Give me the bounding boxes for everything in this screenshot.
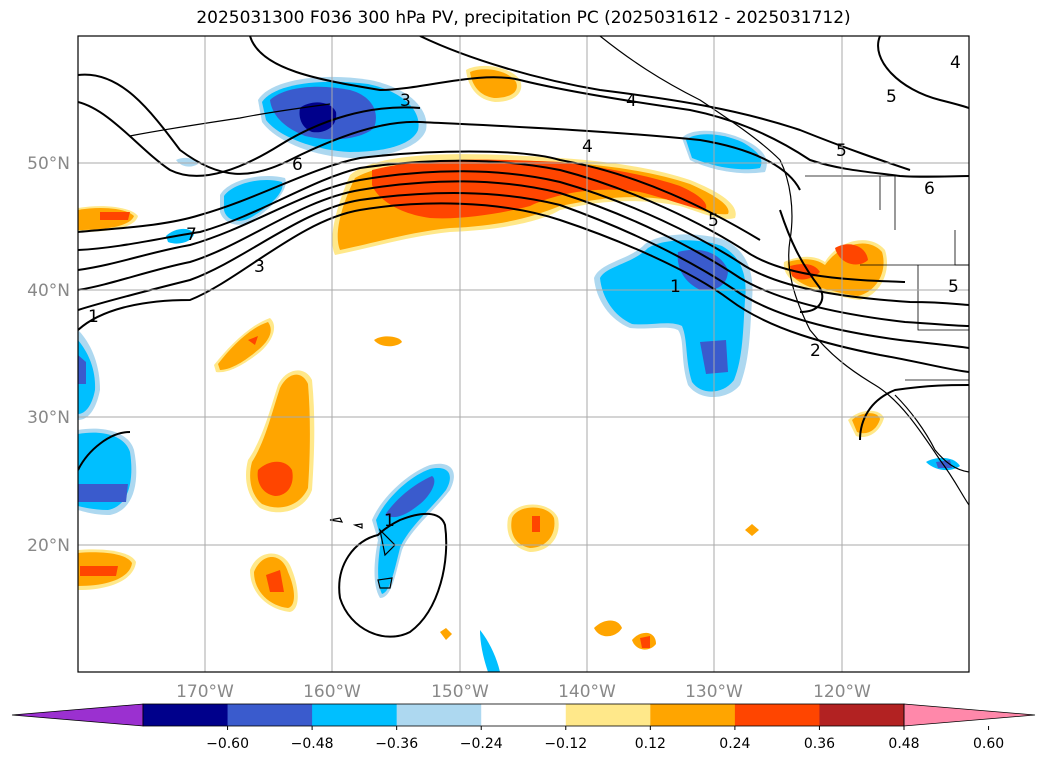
contour-label: 5 <box>708 211 719 231</box>
colorbar-label: 0.48 <box>888 736 919 752</box>
colorbar-label: −0.12 <box>544 736 587 752</box>
pv-contours <box>78 36 969 638</box>
colorbar-segment <box>565 704 651 726</box>
contour-label: 4 <box>950 53 961 73</box>
contour-label: 7 <box>186 225 197 245</box>
colorbar-label: 0.12 <box>635 736 666 752</box>
colorbar: −0.60 −0.48 −0.36 −0.24 −0.12 0.12 0.24 0.36 0.4… <box>11 703 1036 752</box>
colorbar-segment <box>143 704 229 726</box>
longitude-labels: 170°W 160°W 150°W 140°W 130°W 120°W <box>176 682 871 702</box>
contour-label: 2 <box>810 341 821 361</box>
colorbar-segment <box>650 704 736 726</box>
lon-label-130w: 130°W <box>685 682 743 702</box>
colorbar-segment <box>734 704 820 726</box>
colorbar-segments <box>143 704 905 726</box>
lat-label-50: 50°N <box>27 154 70 174</box>
lon-label-160w: 160°W <box>303 682 361 702</box>
boundaries <box>805 175 969 381</box>
lon-label-140w: 140°W <box>558 682 616 702</box>
map-frame <box>77 35 970 673</box>
colorbar-extend-max <box>903 703 1036 727</box>
colorbar-segment <box>312 704 398 726</box>
colorbar-segment <box>481 704 567 726</box>
colorbar-ticks: −0.60 −0.48 −0.36 −0.24 −0.12 0.12 0.24 0.36 0.4… <box>206 726 1004 752</box>
lon-label-150w: 150°W <box>431 682 489 702</box>
gridlines <box>78 36 969 672</box>
map-area <box>78 36 969 672</box>
colorbar-label: −0.36 <box>375 736 418 752</box>
lat-label-20: 20°N <box>27 536 70 556</box>
contour-label: 1 <box>670 277 681 297</box>
contour-label: 4 <box>582 137 593 157</box>
contour-label: 1 <box>384 511 395 531</box>
contour-label: 5 <box>886 87 897 107</box>
colorbar-extend-min <box>11 703 144 727</box>
lat-label-40: 40°N <box>27 281 70 301</box>
colorbar-frame <box>142 703 905 727</box>
contour-label: 4 <box>626 91 637 111</box>
colorbar-segment <box>396 704 482 726</box>
contour-label: 5 <box>836 141 847 161</box>
colorbar-label: 0.60 <box>973 736 1004 752</box>
lon-label-120w: 120°W <box>813 682 871 702</box>
contour-label: 5 <box>948 277 959 297</box>
contour-label: 3 <box>400 91 411 111</box>
contour-label: 1 <box>88 307 99 327</box>
colorbar-label: −0.60 <box>206 736 249 752</box>
colorbar-label: −0.48 <box>291 736 334 752</box>
contour-label: 6 <box>924 179 935 199</box>
latitude-labels: 20°N 30°N 40°N 50°N <box>27 154 70 556</box>
colorbar-label: 0.24 <box>719 736 750 752</box>
colorbar-label: 0.36 <box>804 736 835 752</box>
contour-labels: 3 4 4 6 5 6 5 7 3 5 1 1 2 4 5 1 <box>88 53 961 531</box>
contour-label: 3 <box>254 257 265 277</box>
colorbar-segment <box>819 704 905 726</box>
lon-label-170w: 170°W <box>176 682 234 702</box>
colorbar-label: −0.24 <box>460 736 503 752</box>
coastlines <box>129 36 969 589</box>
contour-label: 6 <box>292 155 303 175</box>
colorbar-segment <box>227 704 313 726</box>
map-title: 2025031300 F036 300 hPa PV, precipitatio… <box>196 8 851 28</box>
lat-label-30: 30°N <box>27 408 70 428</box>
